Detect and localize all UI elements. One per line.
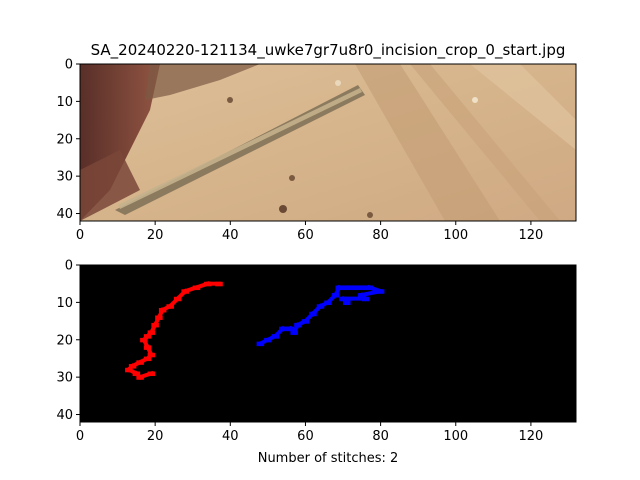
x-tick-label: 80	[372, 228, 389, 243]
stitch-count-label: Number of stitches: 2	[258, 451, 399, 466]
x-tick-label: 40	[222, 429, 239, 444]
x-tick-label: 120	[518, 228, 543, 243]
stitch-1-segment	[137, 370, 154, 380]
y-tick-label: 40	[56, 207, 73, 222]
x-tick-label: 100	[443, 429, 468, 444]
x-tick-label: 80	[372, 429, 389, 444]
y-tick-label: 40	[56, 408, 73, 423]
x-tick-label: 20	[147, 429, 164, 444]
x-tick-label: 0	[76, 429, 84, 444]
y-tick-label: 0	[65, 58, 73, 73]
y-tick-label: 10	[56, 296, 73, 311]
x-tick-label: 60	[297, 228, 314, 243]
y-tick-label: 30	[56, 170, 73, 185]
y-tick-label: 10	[56, 95, 73, 110]
bottom-axes: 0 20 40 60 80 100 120 0 10 20 30 40	[56, 259, 543, 445]
x-tick-label: 0	[76, 228, 84, 243]
x-tick-label: 40	[222, 228, 239, 243]
x-tick-label: 20	[147, 228, 164, 243]
x-tick-label: 60	[297, 429, 314, 444]
y-tick-label: 20	[56, 132, 73, 147]
y-tick-label: 20	[56, 333, 73, 348]
stitch-2-segment	[340, 295, 350, 306]
top-axes: 0 20 40 60 80 100 120 0 10 20 30 40	[56, 58, 543, 244]
x-tick-label: 120	[518, 429, 543, 444]
stitch-2-segment	[359, 288, 383, 298]
y-tick-label: 0	[65, 259, 73, 274]
y-tick-label: 30	[56, 371, 73, 386]
top-title: SA_20240220-121134_uwke7gr7u8r0_incision…	[91, 41, 566, 60]
surgical-photo	[80, 64, 576, 221]
mask-background	[80, 265, 576, 422]
x-tick-label: 100	[443, 228, 468, 243]
mask-marks	[125, 281, 385, 380]
